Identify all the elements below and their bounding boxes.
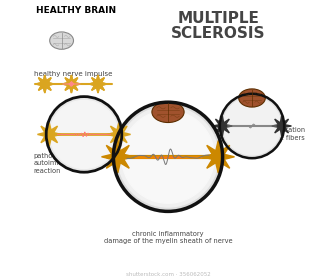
Polygon shape	[38, 123, 61, 146]
Polygon shape	[107, 123, 130, 146]
Polygon shape	[272, 116, 291, 136]
Text: shutterstock.com · 356062052: shutterstock.com · 356062052	[126, 272, 210, 277]
Text: chronic inflammatory
damage of the myelin sheath of nerve: chronic inflammatory damage of the myeli…	[104, 231, 232, 244]
Ellipse shape	[152, 102, 184, 123]
Circle shape	[220, 94, 284, 158]
Text: profound degeneration
of nerve fibers: profound degeneration of nerve fibers	[228, 127, 305, 141]
Polygon shape	[213, 116, 232, 136]
Polygon shape	[36, 75, 54, 93]
Circle shape	[50, 101, 118, 169]
Circle shape	[114, 102, 222, 211]
Text: HEALTHY BRAIN: HEALTHY BRAIN	[36, 6, 117, 15]
Ellipse shape	[239, 89, 265, 107]
Polygon shape	[89, 75, 107, 93]
Text: healthy nerve impulse: healthy nerve impulse	[34, 71, 112, 77]
Polygon shape	[36, 75, 54, 93]
Circle shape	[46, 97, 122, 172]
Circle shape	[122, 110, 214, 203]
Polygon shape	[101, 141, 134, 173]
Circle shape	[118, 107, 218, 207]
Polygon shape	[62, 75, 80, 93]
Ellipse shape	[50, 32, 74, 49]
Polygon shape	[202, 141, 235, 173]
Text: MULTIPLE
SCLEROSIS: MULTIPLE SCLEROSIS	[171, 11, 266, 41]
Polygon shape	[62, 75, 80, 93]
Circle shape	[223, 97, 281, 155]
Polygon shape	[89, 75, 107, 93]
Text: pathological
autoimmune
reaction: pathological autoimmune reaction	[34, 153, 76, 174]
